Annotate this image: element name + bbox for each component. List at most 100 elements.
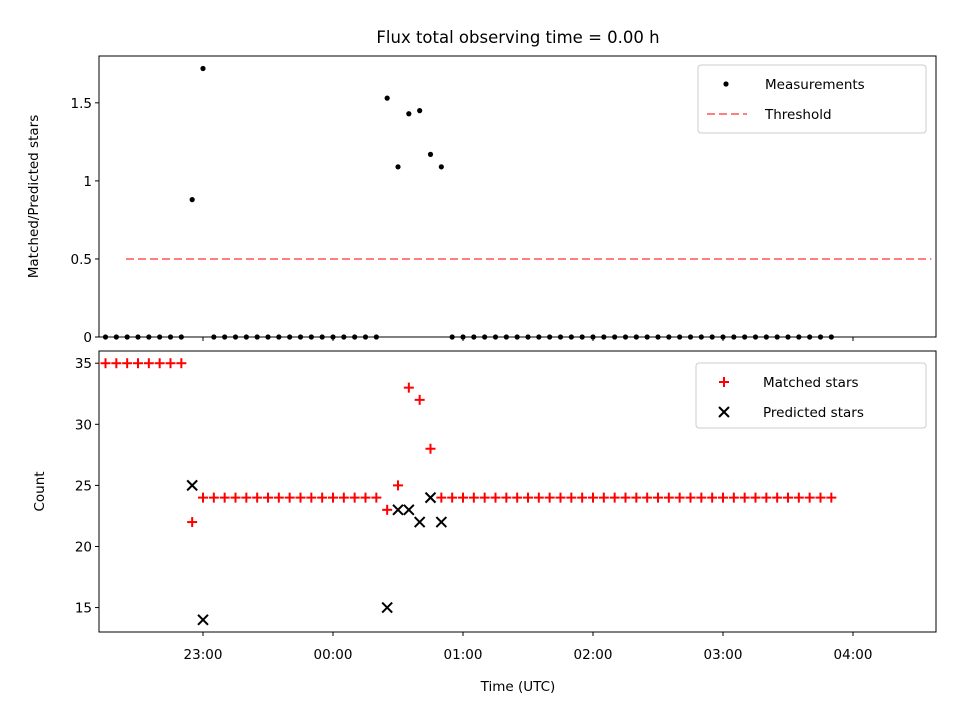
top-panel: 0 0.5 1 1.5 Matched/Predicted stars Measureme…: [26, 55, 937, 346]
data-point: [349, 492, 360, 503]
legend-frame: [695, 362, 927, 429]
marker-stroke: [197, 614, 209, 626]
data-point: [189, 197, 195, 203]
data-point: [698, 334, 704, 340]
data-point: [241, 492, 252, 503]
data-point: [579, 334, 585, 340]
data-point: [111, 358, 122, 369]
bottom-panel: 15 20 25 30 35 23:00 00:00 01:00 02:00 03:00 04:00…: [32, 350, 937, 663]
y-tick-label: 0.5: [71, 252, 92, 268]
data-point: [720, 334, 726, 340]
chart-title: Flux total observing time = 0.00 h: [376, 28, 659, 47]
data-point: [254, 334, 260, 340]
data-point: [273, 492, 284, 503]
data-point: [557, 334, 564, 340]
data-point: [424, 491, 437, 504]
series-predicted-stars: [186, 479, 448, 626]
data-point: [392, 504, 404, 516]
marker-stroke: [392, 504, 404, 516]
data-point: [719, 377, 729, 387]
data-point: [381, 601, 393, 614]
data-point: [555, 492, 566, 503]
data-point: [373, 334, 379, 340]
legend: Matched stars Predicted stars: [695, 362, 927, 429]
y-tick-label: 1.5: [71, 96, 92, 112]
data-point: [154, 358, 165, 369]
data-point: [200, 65, 206, 72]
marker-stroke: [381, 601, 393, 614]
data-point: [723, 81, 729, 87]
data-point: [718, 406, 730, 418]
data-point: [523, 492, 533, 503]
data-point: [317, 492, 328, 503]
marker-stroke: [718, 406, 730, 418]
data-point: [828, 334, 834, 340]
data-point: [263, 492, 273, 503]
data-point: [503, 334, 509, 340]
data-point: [338, 492, 349, 503]
data-point: [783, 492, 793, 503]
data-point: [265, 334, 271, 340]
data-point: [328, 492, 338, 503]
data-point: [588, 492, 598, 503]
y-tick-label: 35: [75, 356, 92, 372]
data-point: [815, 492, 826, 503]
data-point: [785, 334, 791, 340]
data-point: [807, 334, 813, 340]
data-point: [468, 492, 479, 503]
data-point: [371, 492, 382, 503]
x-tick-label: 01:00: [444, 647, 483, 663]
y-tick-label: 0: [83, 330, 92, 346]
axes-frame: [98, 350, 937, 633]
x-axis-label: Time (UTC): [480, 679, 556, 695]
x-tick-label: 04:00: [834, 647, 873, 663]
data-point: [198, 492, 208, 503]
data-point: [276, 334, 282, 340]
x-tick-label: 02:00: [574, 647, 613, 663]
data-point: [197, 614, 209, 626]
data-point: [482, 334, 488, 340]
data-point: [284, 492, 295, 503]
data-point: [479, 492, 490, 503]
data-point: [471, 334, 477, 340]
data-point: [211, 334, 217, 340]
data-point: [598, 492, 609, 503]
data-layer: [99, 358, 837, 626]
data-point: [642, 492, 653, 503]
data-point: [124, 334, 130, 340]
data-point: [536, 334, 542, 340]
data-point: [631, 492, 642, 503]
data-point: [403, 504, 415, 516]
data-point: [186, 479, 198, 492]
data-point: [230, 492, 241, 503]
data-point: [122, 358, 133, 369]
data-point: [674, 492, 685, 503]
data-point: [544, 492, 555, 503]
data-point: [417, 108, 423, 114]
data-point: [102, 334, 109, 340]
data-point: [436, 492, 447, 503]
data-point: [165, 358, 176, 369]
data-point: [187, 517, 198, 528]
data-point: [393, 480, 403, 491]
y-axis-label: Matched/Predicted stars: [26, 115, 42, 278]
data-point: [547, 334, 553, 340]
data-point: [666, 334, 672, 340]
data-point: [295, 492, 306, 503]
data-point: [731, 334, 737, 340]
data-point: [514, 334, 520, 340]
data-point: [414, 394, 425, 405]
data-point: [752, 334, 759, 340]
data-point: [609, 492, 620, 503]
marker-stroke: [424, 491, 437, 504]
data-point: [308, 334, 314, 340]
legend: Measurements Threshold: [697, 64, 927, 134]
data-point: [826, 492, 837, 503]
data-point: [709, 334, 715, 340]
data-point: [804, 492, 815, 503]
data-point: [663, 492, 674, 503]
data-point: [176, 358, 187, 369]
data-point: [525, 334, 531, 340]
data-point: [501, 492, 512, 503]
